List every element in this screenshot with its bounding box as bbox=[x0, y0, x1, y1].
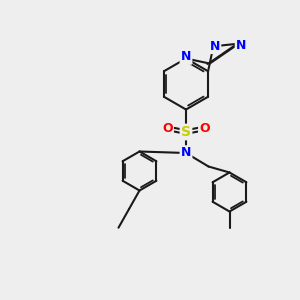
Text: O: O bbox=[199, 122, 210, 136]
Text: S: S bbox=[181, 125, 191, 139]
Text: N: N bbox=[210, 40, 220, 53]
Text: N: N bbox=[181, 146, 191, 160]
Text: N: N bbox=[236, 39, 246, 52]
Text: N: N bbox=[181, 50, 191, 64]
Text: O: O bbox=[162, 122, 173, 136]
